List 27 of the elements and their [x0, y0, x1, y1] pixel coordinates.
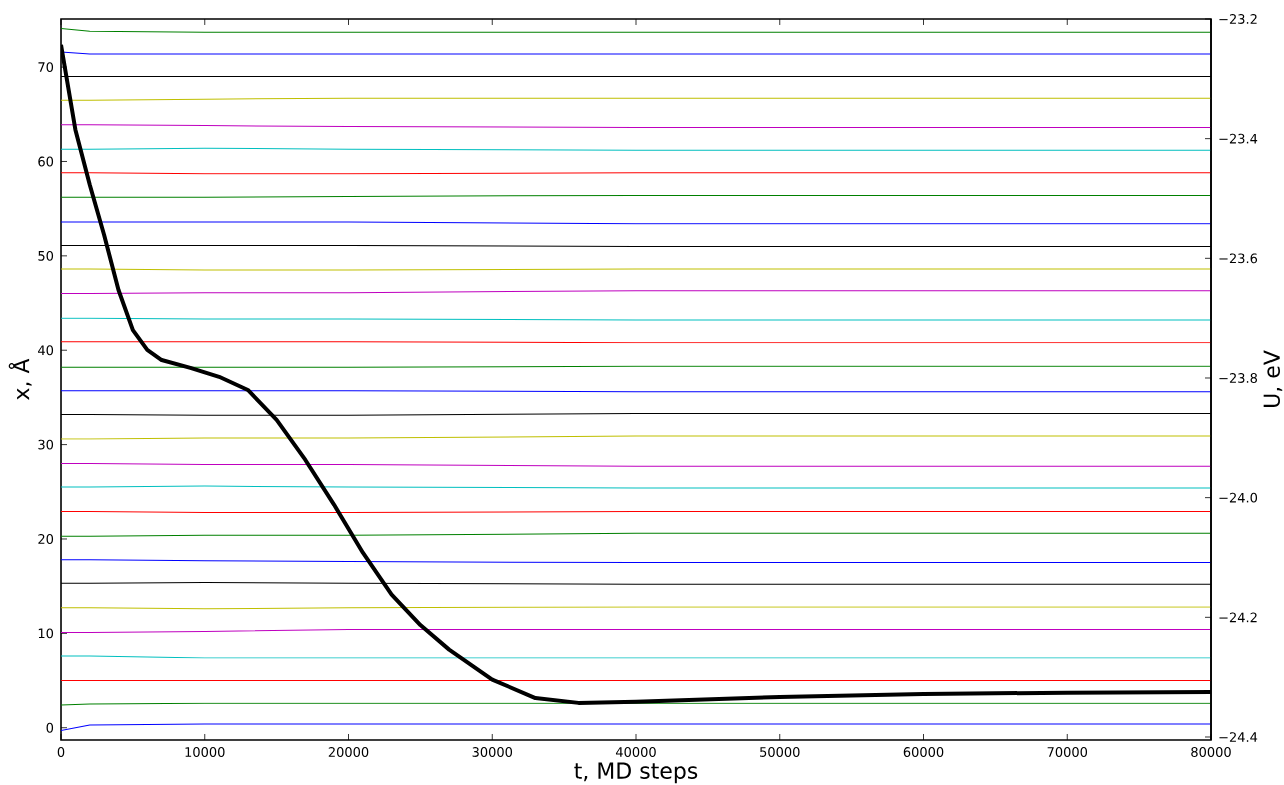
x-tick-label: 40000 [615, 747, 656, 757]
x-tick-label: 0 [57, 747, 65, 757]
x-tick-label: 50000 [760, 747, 800, 757]
x-axis-title: t, MD steps [574, 762, 698, 784]
y2-tick-label: −23.4 [1219, 133, 1258, 144]
x-tick-label: 80000 [1191, 747, 1231, 757]
x-tick-label: 10000 [185, 747, 225, 757]
y-tick-label: 40 [38, 345, 54, 356]
x-tick-label: 30000 [472, 747, 513, 757]
y2-tick-label: −23.8 [1219, 373, 1258, 383]
y2-tick-label: −23.2 [1219, 14, 1257, 24]
y-tick-label: 30 [38, 439, 54, 450]
y2-tick-label: −23.6 [1219, 253, 1258, 264]
y2-tick-label: −24.4 [1219, 732, 1258, 742]
y2-tick-label: −24.0 [1219, 492, 1258, 503]
y2-axis-title: U, eV [1263, 350, 1283, 407]
y-axis-title: x, Å [8, 358, 32, 400]
y-tick-label: 60 [38, 156, 54, 167]
x-tick-label: 70000 [1047, 747, 1088, 757]
y-tick-label: 70 [38, 62, 54, 73]
y2-tick-label: −24.2 [1219, 612, 1257, 623]
y-tick-label: 20 [38, 534, 54, 544]
y-tick-label: 10 [38, 628, 54, 639]
x-tick-label: 20000 [328, 747, 369, 757]
y-tick-label: 0 [46, 722, 54, 733]
x-tick-label: 60000 [903, 747, 944, 757]
y-tick-label: 50 [38, 250, 54, 261]
